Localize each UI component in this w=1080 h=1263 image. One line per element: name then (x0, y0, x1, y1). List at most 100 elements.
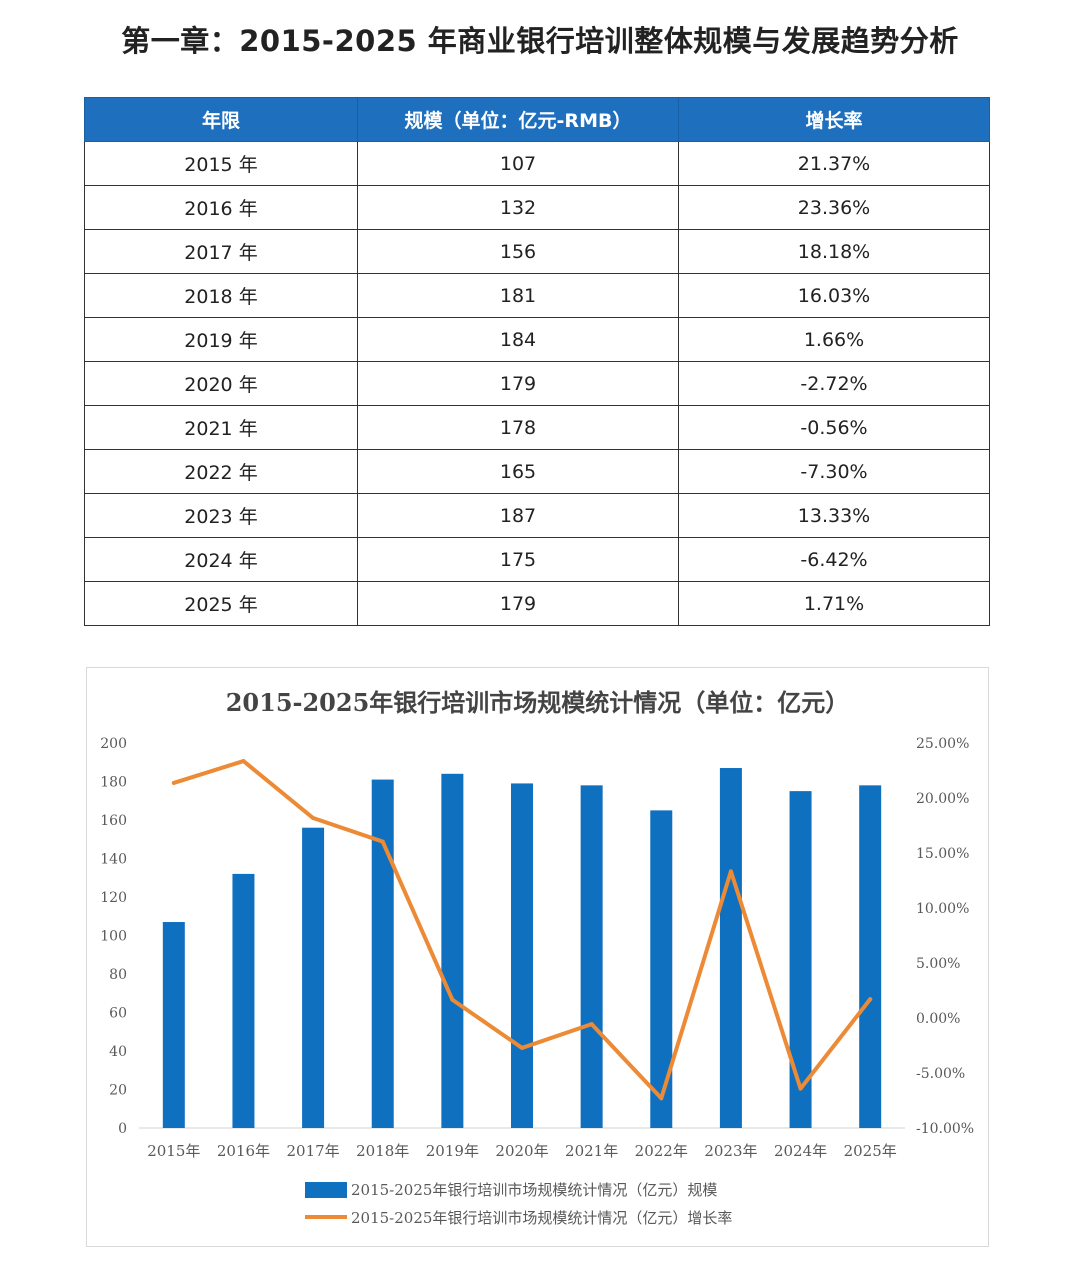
scale-table: 年限 规模（单位：亿元-RMB） 增长率 2015 年 107 21.37% 2016… (84, 97, 990, 626)
cell-year: 2024 年 (84, 537, 358, 582)
bar-scale-2025年 (859, 785, 882, 1128)
table-row: 2025 年 179 1.71% (84, 581, 990, 626)
cell-year: 2023 年 (84, 493, 358, 538)
growth-rate-point (380, 839, 385, 844)
bar-scale-2019年 (441, 773, 464, 1128)
y-right-tick-label: 25.00% (916, 736, 969, 752)
bar-scale-2021年 (580, 785, 603, 1128)
x-tick-label: 2020年 (495, 1142, 548, 1160)
table-row: 2024 年 175 -6.42% (84, 537, 990, 582)
cell-scale: 175 (357, 537, 679, 582)
bar-scale-2018年 (371, 779, 394, 1128)
cell-scale: 184 (357, 317, 679, 362)
cell-year: 2016 年 (84, 185, 358, 230)
chart-container: 2015-2025年银行培训市场规模统计情况（单位：亿元） 0 20 40 60 80 1… (86, 667, 989, 1247)
bar-scale-2022年 (650, 810, 673, 1128)
bar-scale-2016年 (232, 873, 255, 1128)
growth-rate-point (311, 816, 316, 821)
y-left-tick-label: 60 (109, 1006, 127, 1022)
y-right-tick-label: -10.00% (916, 1121, 974, 1137)
y-right-tick-label: 10.00% (916, 901, 969, 917)
cell-year: 2017 年 (84, 229, 358, 274)
y-left-tick-label: 0 (118, 1121, 127, 1137)
y-left-tick-label: 40 (109, 1044, 127, 1060)
cell-year: 2022 年 (84, 449, 358, 494)
cell-growth: -2.72% (678, 361, 990, 406)
x-tick-label: 2019年 (426, 1142, 479, 1160)
y-right-tick-label: 0.00% (916, 1011, 960, 1027)
table-row: 2016 年 132 23.36% (84, 185, 990, 230)
y-left-tick-label: 160 (100, 813, 127, 829)
growth-rate-point (589, 1022, 594, 1027)
table-row: 2017 年 156 18.18% (84, 229, 990, 274)
y-right-tick-label: 20.00% (916, 791, 969, 807)
table-row: 2020 年 179 -2.72% (84, 361, 990, 406)
y-left-tick-label: 180 (100, 775, 127, 791)
growth-rate-point (659, 1096, 664, 1101)
cell-growth: 23.36% (678, 185, 990, 230)
x-tick-label: 2017年 (286, 1142, 339, 1160)
x-tick-label: 2022年 (635, 1142, 688, 1160)
bar-scale-2024年 (789, 791, 812, 1128)
growth-rate-point (868, 997, 873, 1002)
bar-scale-2017年 (302, 827, 325, 1128)
table-row: 2023 年 187 13.33% (84, 493, 990, 538)
y-right-tick-label: -5.00% (916, 1066, 965, 1082)
legend-label-growth: 2015-2025年银行培训市场规模统计情况（亿元）增长率 (351, 1209, 732, 1227)
cell-growth: 1.71% (678, 581, 990, 626)
cell-growth: -0.56% (678, 405, 990, 450)
bar-scale-2023年 (719, 768, 742, 1128)
cell-scale: 187 (357, 493, 679, 538)
x-tick-label: 2018年 (356, 1142, 409, 1160)
cell-scale: 132 (357, 185, 679, 230)
cell-scale: 165 (357, 449, 679, 494)
cell-growth: -6.42% (678, 537, 990, 582)
header-year: 年限 (84, 97, 358, 142)
x-tick-label: 2021年 (565, 1142, 618, 1160)
cell-scale: 178 (357, 405, 679, 450)
x-tick-label: 2015年 (147, 1142, 200, 1160)
cell-year: 2025 年 (84, 581, 358, 626)
bar-scale-2015年 (162, 922, 185, 1128)
y-left-tick-label: 200 (100, 736, 127, 752)
y-left-tick-label: 80 (109, 967, 127, 983)
cell-year: 2018 年 (84, 273, 358, 318)
table-row: 2019 年 184 1.66% (84, 317, 990, 362)
y-right-tick-label: 15.00% (916, 846, 969, 862)
x-tick-label: 2024年 (774, 1142, 827, 1160)
y-left-tick-label: 20 (109, 1083, 127, 1099)
x-tick-label: 2025年 (844, 1142, 897, 1160)
header-growth: 增长率 (678, 97, 990, 142)
cell-scale: 179 (357, 361, 679, 406)
y-left-tick-label: 120 (100, 890, 127, 906)
growth-rate-point (798, 1086, 803, 1091)
cell-year: 2019 年 (84, 317, 358, 362)
growth-rate-point (728, 869, 733, 874)
legend-swatch-scale (305, 1182, 347, 1198)
header-scale: 规模（单位：亿元-RMB） (357, 97, 679, 142)
table-header-row: 年限 规模（单位：亿元-RMB） 增长率 (84, 97, 990, 142)
cell-scale: 107 (357, 141, 679, 186)
cell-scale: 179 (357, 581, 679, 626)
growth-rate-point (450, 997, 455, 1002)
cell-growth: 1.66% (678, 317, 990, 362)
combo-chart: 0 20 40 60 80 100 120 140 160 180 200 -10.00% -5.00%… (100, 736, 974, 1227)
cell-growth: 16.03% (678, 273, 990, 318)
cell-year: 2020 年 (84, 361, 358, 406)
table-row: 2018 年 181 16.03% (84, 273, 990, 318)
bar-scale-2020年 (511, 783, 533, 1128)
x-tick-label: 2023年 (704, 1142, 757, 1160)
cell-scale: 156 (357, 229, 679, 274)
table-row: 2021 年 178 -0.56% (84, 405, 990, 450)
table-row: 2022 年 165 -7.30% (84, 449, 990, 494)
legend-label-scale: 2015-2025年银行培训市场规模统计情况（亿元）规模 (351, 1181, 717, 1199)
cell-growth: 18.18% (678, 229, 990, 274)
growth-rate-point (171, 780, 176, 785)
page-title: 第一章：2015-2025 年商业银行培训整体规模与发展趋势分析 (121, 24, 959, 58)
cell-growth: 21.37% (678, 141, 990, 186)
cell-growth: -7.30% (678, 449, 990, 494)
table-row: 2015 年 107 21.37% (84, 141, 990, 186)
growth-rate-point (241, 759, 246, 764)
chart-title: 2015-2025年银行培训市场规模统计情况（单位：亿元） (225, 688, 850, 717)
y-right-tick-label: 5.00% (916, 956, 960, 972)
